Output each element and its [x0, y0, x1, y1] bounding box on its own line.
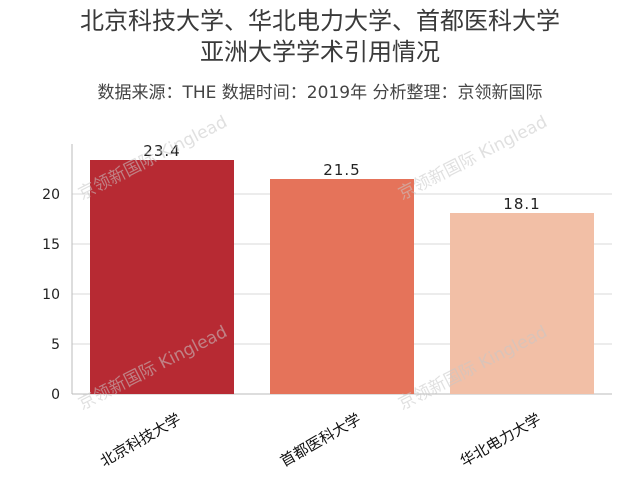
data-label: 21.5: [323, 161, 360, 179]
x-tick-label: 华北电力大学: [457, 410, 544, 471]
chart-title: 北京科技大学、华北电力大学、首都医科大学: [80, 7, 560, 35]
chart-subtitle: 数据来源：THE 数据时间：2019年 分析整理：京领新国际: [97, 83, 543, 103]
x-tick-label: 首都医科大学: [277, 410, 364, 471]
y-tick-label: 0: [51, 387, 60, 403]
y-tick-label: 10: [42, 287, 60, 303]
y-tick-label: 5: [51, 337, 60, 353]
y-tick-label: 20: [42, 187, 60, 203]
x-tick-label: 北京科技大学: [97, 410, 184, 471]
bar: [450, 213, 594, 394]
y-tick-label: 15: [42, 237, 60, 253]
chart-title-line-2: 亚洲大学学术引用情况: [200, 38, 440, 66]
data-label: 23.4: [143, 142, 180, 160]
watermark: 京领新国际 Kinglead: [395, 112, 550, 204]
bar: [90, 160, 234, 394]
data-label: 18.1: [503, 195, 540, 213]
bar: [270, 179, 414, 394]
